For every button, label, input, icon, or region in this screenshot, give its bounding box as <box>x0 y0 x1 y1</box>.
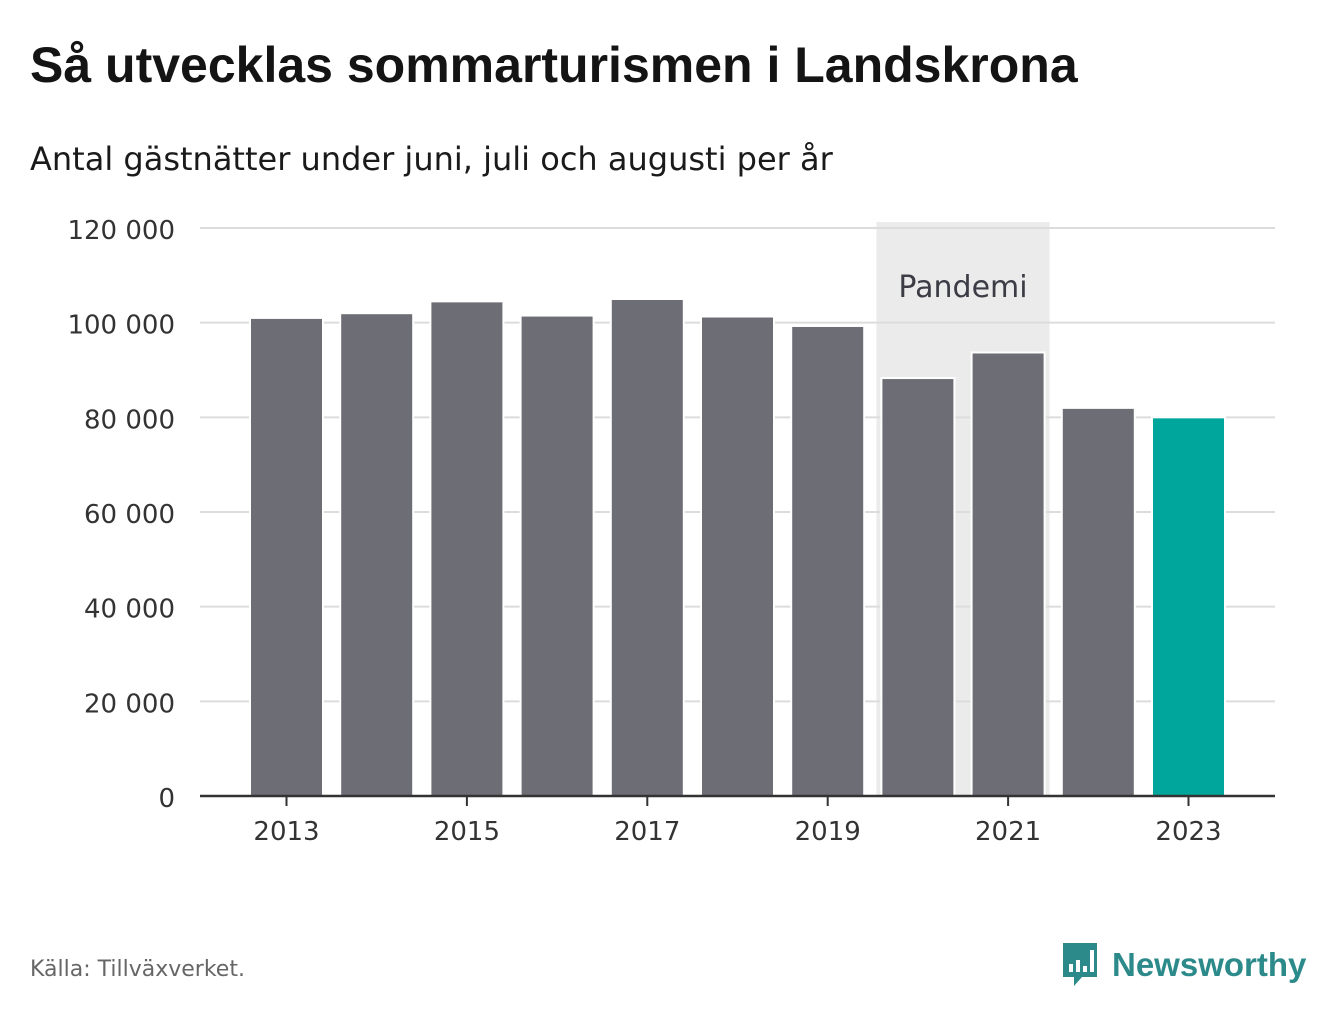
bar-2021 <box>970 351 1046 797</box>
x-tick-label: 2021 <box>975 817 1041 847</box>
bar-2017 <box>609 298 685 797</box>
bar-2018 <box>700 315 775 797</box>
y-tick-label: 0 <box>158 784 175 814</box>
x-tick-label: 2019 <box>795 817 861 847</box>
y-tick-label: 100 000 <box>67 311 175 341</box>
x-tick-label: 2023 <box>1155 817 1221 847</box>
chart-subtitle: Antal gästnätter under juni, juli och au… <box>30 140 833 178</box>
bar-2023 <box>1151 416 1226 797</box>
source-note: Källa: Tillväxverket. <box>30 957 245 982</box>
x-tick-label: 2015 <box>434 817 500 847</box>
bar-2022 <box>1060 406 1136 797</box>
x-tick-label: 2017 <box>614 817 680 847</box>
y-tick-label: 40 000 <box>84 595 175 625</box>
chart-title: Så utvecklas sommarturismen i Landskrona <box>30 37 1078 93</box>
newsworthy-logo-icon <box>1063 943 1097 986</box>
bar-2014 <box>339 312 415 797</box>
brand-name: Newsworthy <box>1112 946 1307 983</box>
y-tick-label: 80 000 <box>84 405 175 435</box>
annotation-label: Pandemi <box>898 270 1027 305</box>
y-tick-label: 20 000 <box>84 689 175 719</box>
brand-logo: Newsworthy <box>1060 940 1306 990</box>
y-tick-label: 60 000 <box>84 500 175 530</box>
bar-2016 <box>519 314 595 797</box>
bar-2015 <box>429 300 505 797</box>
bar-2020 <box>880 377 956 797</box>
bar-2013 <box>249 316 324 797</box>
y-tick-label: 120 000 <box>67 216 175 246</box>
x-tick-label: 2013 <box>253 817 319 847</box>
bar-2019 <box>790 324 866 797</box>
